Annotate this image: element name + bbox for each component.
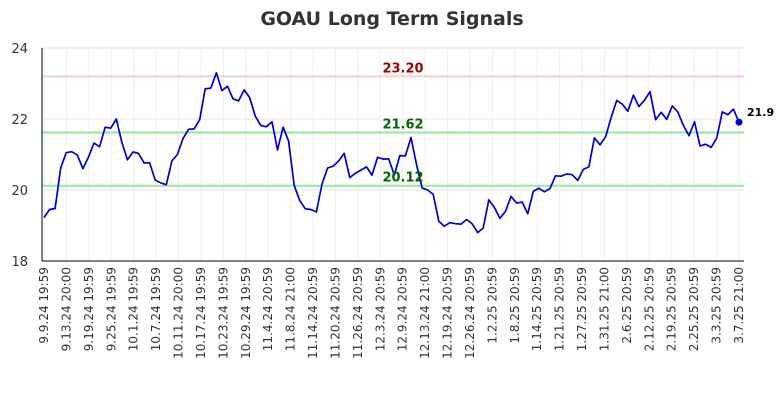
x-tick-label: 10.11.24 20:00 <box>172 267 186 359</box>
x-tick-label: 2.12.25 20:59 <box>642 267 656 351</box>
y-tick-label: 20 <box>11 184 28 199</box>
x-tick-label: 1.31.25 21:00 <box>597 267 611 351</box>
reference-line-label: 20.12 <box>382 171 423 186</box>
x-tick-label: 10.1.24 19:59 <box>127 267 141 351</box>
axes: 18 20 22 24 9.9.24 19:59 9.13.24 20:00 9.19.24… <box>11 42 746 359</box>
x-tick-label: 12.9.24 20:59 <box>396 267 410 351</box>
x-tick-label: 10.7.24 19:59 <box>149 267 163 351</box>
x-tick-label: 12.26.24 20:59 <box>463 267 477 359</box>
x-tick-label: 12.19.24 20:59 <box>441 267 455 359</box>
x-tick-label: 9.19.24 19:59 <box>82 267 96 351</box>
x-tick-label: 10.17.24 19:59 <box>194 267 208 359</box>
x-tick-label: 2.25.25 20:59 <box>687 267 701 351</box>
last-value-label: 21.9 <box>747 106 774 119</box>
x-tick-label: 12.13.24 21:00 <box>418 267 432 359</box>
y-tick-label: 22 <box>11 113 28 128</box>
x-tick-label: 1.21.25 20:59 <box>553 267 567 351</box>
x-tick-label: 10.29.24 19:59 <box>239 267 253 359</box>
x-tick-label: 2.19.25 20:59 <box>665 267 679 351</box>
x-tick-label: 11.8.24 21:00 <box>284 267 298 351</box>
reference-line-label: 23.20 <box>382 61 423 76</box>
y-tick-label: 24 <box>11 42 28 57</box>
x-tick-label: 1.8.25 20:59 <box>508 267 522 344</box>
chart-title: GOAU Long Term Signals <box>260 8 523 30</box>
labels: 23.20 21.62 20.12 21.9 <box>382 61 774 185</box>
x-tick-label: 11.4.24 20:59 <box>261 267 275 351</box>
x-tick-label: 1.27.25 20:59 <box>575 267 589 351</box>
x-tick-label: 12.3.24 20:59 <box>373 267 387 351</box>
x-tick-label: 3.7.25 21:00 <box>732 267 746 344</box>
grid <box>42 47 744 262</box>
reference-lines <box>42 75 744 187</box>
y-tick-label: 18 <box>11 255 28 270</box>
x-tick-label: 9.9.24 19:59 <box>37 267 51 344</box>
x-tick-label: 11.14.24 20:59 <box>306 267 320 359</box>
x-tick-label: 10.23.24 19:59 <box>216 267 230 359</box>
x-tick-label: 1.14.25 20:59 <box>530 267 544 351</box>
x-tick-label: 11.26.24 20:59 <box>351 267 365 359</box>
x-tick-label: 9.13.24 20:00 <box>59 267 73 351</box>
x-tick-label: 2.6.25 20:59 <box>620 267 634 344</box>
x-tick-label: 3.3.25 20:59 <box>710 267 724 344</box>
x-tick-label: 9.25.24 19:59 <box>104 267 118 351</box>
reference-line-label: 21.62 <box>382 117 423 132</box>
last-point-marker <box>735 118 743 126</box>
x-tick-label: 11.20.24 20:59 <box>328 267 342 359</box>
x-tick-label: 1.2.25 20:59 <box>485 267 499 344</box>
price-line <box>43 71 740 234</box>
series <box>43 71 743 234</box>
